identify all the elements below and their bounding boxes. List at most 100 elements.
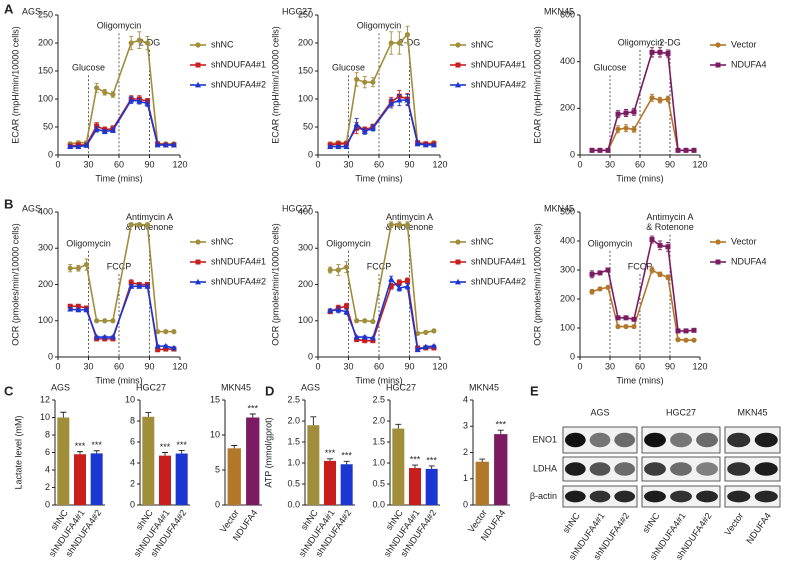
bar [142, 416, 155, 505]
x-tick-label: 0 [315, 361, 320, 371]
legend-label: NDUFA4 [731, 59, 767, 69]
y-axis-label: OCR (pmoles/min/10000 cells) [270, 223, 280, 346]
data-point [631, 316, 637, 322]
y-tick-label: 250 [298, 9, 313, 19]
significance: *** [426, 455, 437, 465]
data-point [404, 96, 411, 103]
data-point [94, 85, 100, 91]
data-point [589, 289, 595, 295]
data-point [162, 141, 169, 148]
chart-title: HGC27 [386, 382, 416, 392]
bar [494, 434, 508, 505]
y-tick-label: 100 [38, 93, 53, 103]
y-tick-label: 150 [38, 65, 53, 75]
data-point [83, 142, 90, 148]
data-point [691, 147, 697, 153]
data-point [388, 100, 395, 106]
panel-label: B [4, 196, 13, 211]
x-tick-label: 90 [665, 361, 675, 371]
data-point [353, 333, 360, 340]
data-point [665, 96, 671, 102]
y-tick-label: 3 [463, 421, 468, 431]
x-axis-label: Time (mins) [616, 375, 663, 385]
data-point [615, 323, 621, 330]
y-axis-label: OCR (pmoles/min/10000 cells) [532, 223, 542, 346]
data-point [423, 329, 429, 335]
error-bar [231, 445, 238, 449]
series-line [70, 99, 174, 148]
significance: *** [341, 451, 352, 461]
data-point [597, 270, 603, 276]
data-point [631, 126, 637, 132]
bar [475, 461, 489, 505]
x-tick-label: 120 [432, 159, 447, 169]
data-point [623, 315, 629, 321]
significance: *** [495, 420, 506, 430]
blot-band [589, 462, 611, 476]
bar [409, 468, 421, 505]
data-point [649, 95, 655, 101]
data-point [396, 222, 402, 228]
y-tick-label: 6 [130, 436, 135, 446]
y-tick-label: 200 [560, 293, 575, 303]
data-point [102, 89, 108, 95]
legend-marker [715, 42, 721, 48]
blot-lane-label: NDUFA4 [744, 511, 773, 546]
data-point [327, 143, 334, 149]
panel-label: C [4, 383, 14, 398]
legend-marker [455, 42, 461, 48]
y-tick-label: 10 [125, 394, 135, 404]
data-point [683, 147, 689, 153]
data-point [67, 305, 74, 312]
data-point [430, 141, 437, 148]
legend-marker [455, 259, 461, 265]
annotation: Antimycin A [646, 212, 693, 222]
panel-label: E [530, 383, 539, 398]
bar [324, 460, 336, 505]
x-tick-label: 30 [605, 361, 615, 371]
annotation: 2-DG [399, 37, 421, 47]
bar [392, 428, 405, 505]
data-point [144, 222, 151, 228]
annotation: FCCP [107, 261, 132, 271]
chart-title: MKN45 [469, 382, 499, 392]
data-point [170, 141, 177, 148]
y-tick-label: 2 [463, 447, 468, 457]
data-point [136, 283, 143, 289]
data-point [75, 303, 81, 309]
series-line [330, 99, 434, 148]
x-tick-label: 60 [374, 361, 384, 371]
y-tick-label: 50 [303, 121, 313, 131]
error-bar [479, 458, 486, 462]
data-point [430, 342, 437, 349]
blot-band [696, 432, 718, 448]
data-point [354, 337, 360, 343]
data-point [404, 283, 411, 289]
chart-title: AGS [22, 6, 41, 16]
legend-label: NDUFA4 [731, 256, 767, 266]
data-point [144, 40, 151, 46]
significance: *** [75, 441, 86, 451]
bar [90, 453, 103, 505]
annotation: Oligomycin [618, 37, 663, 47]
y-tick-label: 250 [38, 9, 53, 19]
x-axis-label: Time (mins) [355, 173, 402, 183]
blot-band [589, 490, 611, 503]
blot-band [727, 462, 751, 476]
error-bar [428, 465, 435, 469]
x-tick-label: 30 [343, 159, 353, 169]
data-point [110, 91, 116, 98]
data-point [414, 140, 421, 147]
blot-row-label: β-actin [530, 491, 557, 501]
x-axis-label: Time (mins) [95, 375, 142, 385]
data-point [136, 37, 142, 43]
x-axis-label: Time (mins) [616, 173, 663, 183]
data-point [163, 329, 169, 335]
y-tick-label: 0 [570, 149, 575, 159]
bar [246, 417, 260, 505]
error-bar [343, 460, 350, 465]
data-point [396, 40, 402, 46]
x-tick-label: 90 [144, 159, 154, 169]
data-point [615, 315, 621, 321]
y-tick-label: 0.0 [287, 499, 300, 509]
